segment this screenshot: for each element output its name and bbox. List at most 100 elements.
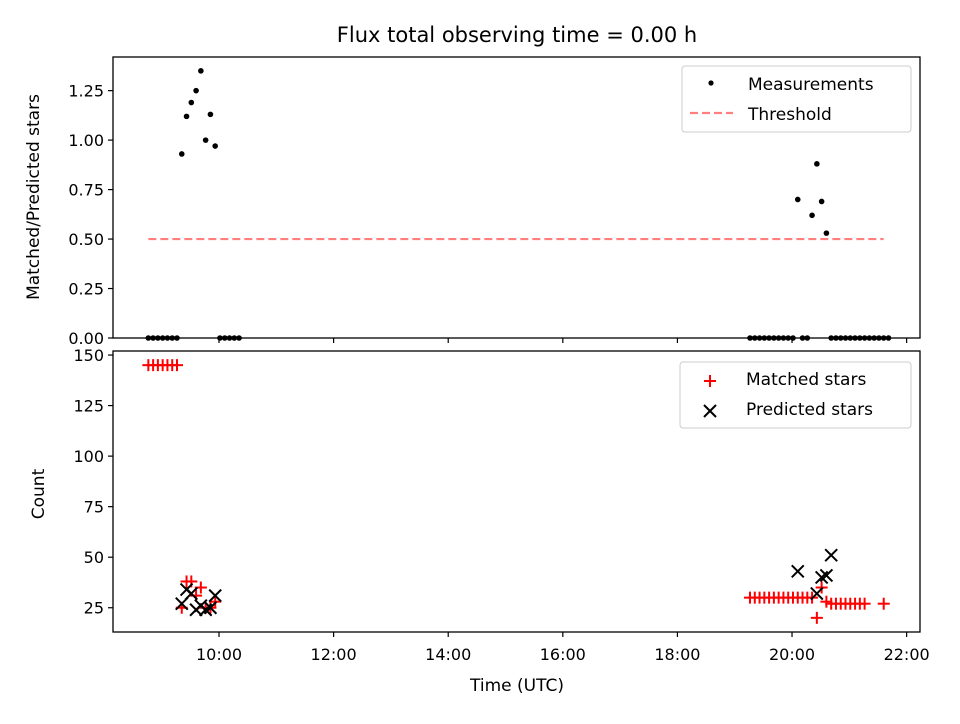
measurement-point [231, 335, 238, 341]
top-legend-box [681, 65, 912, 133]
measurement-point [761, 335, 768, 341]
measurement-point [809, 212, 815, 219]
measurement-point [847, 335, 854, 341]
bottom-y-axis-label: Count [29, 468, 49, 519]
measurement-point [790, 335, 796, 341]
measurement-point [183, 113, 190, 120]
measurement-point [236, 335, 242, 341]
measurement-point [814, 161, 820, 167]
measurement-point [198, 68, 204, 74]
measurement-point [751, 335, 758, 341]
matched-star-point [858, 597, 871, 610]
bottom-ytick-label: 100 [73, 447, 104, 466]
measurement-point [880, 335, 887, 341]
measurement-point [145, 335, 152, 341]
legend-matched-label: Matched stars [746, 370, 866, 390]
measurement-point [178, 151, 185, 157]
legend-predicted-label: Predicted stars [746, 400, 873, 420]
measurement-point [823, 230, 830, 236]
top-ytick-label: 1.25 [68, 82, 104, 101]
top-ytick-label: 0.50 [68, 230, 104, 249]
measurement-point [866, 335, 873, 341]
predicted-star-point [810, 586, 824, 601]
bottom-ytick-label: 50 [84, 548, 104, 567]
measurement-point [794, 196, 801, 203]
measurement-point [169, 335, 176, 341]
measurement-point [747, 335, 753, 341]
matched-star-point [170, 359, 183, 372]
measurement-point [766, 335, 772, 341]
measurement-point [785, 335, 792, 341]
measurement-point [217, 335, 223, 341]
measurement-point [159, 335, 166, 341]
measurement-point [857, 335, 863, 341]
bottom-plot-area [112, 350, 921, 633]
legend-measurements-label: Measurements [748, 75, 874, 95]
measurement-point [833, 335, 839, 341]
predicted-star-point [184, 586, 199, 601]
top-y-ticks: 0.00 0.25 0.50 0.75 1.00 1.25 [68, 82, 113, 348]
predicted-star-point [208, 588, 222, 603]
measurement-point [837, 335, 844, 341]
measurement-point [193, 87, 199, 94]
measurement-point [876, 335, 882, 341]
measurement-point [885, 335, 892, 341]
top-y-axis-label: Matched/Predicted stars [24, 94, 44, 300]
chart-title: Flux total observing time = 0.00 h [337, 23, 697, 47]
predicted-star-point [203, 601, 218, 615]
legend-predicted-marker [703, 404, 717, 418]
measurement-point [871, 335, 877, 341]
bottom-ytick-label: 125 [73, 397, 104, 416]
measurement-point [771, 335, 777, 341]
bottom-x-ticks: 10:00 12:00 14:00 16:00 18:00 20:00 22:00 [196, 632, 930, 664]
top-marks [145, 68, 892, 341]
measurement-point [818, 198, 825, 205]
matched-star-point [877, 597, 890, 610]
legend-matched-marker [704, 375, 716, 387]
predicted-star-point [791, 564, 805, 579]
measurement-point [842, 335, 849, 341]
measurement-point [799, 335, 806, 341]
predicted-star-point [824, 548, 838, 562]
measurement-point [212, 143, 218, 149]
matched-star-point [810, 611, 823, 624]
bottom-x-axis-label: Time (UTC) [469, 676, 564, 696]
bottom-ytick-label: 150 [73, 346, 104, 365]
measurement-point [861, 335, 868, 341]
measurement-point [756, 335, 763, 341]
measurement-point [221, 335, 228, 341]
measurement-point [226, 335, 233, 341]
measurement-point [207, 111, 214, 118]
bottom-legend-box [679, 361, 912, 429]
measurement-point [202, 137, 209, 143]
legend-measurements-marker [708, 80, 714, 86]
top-ytick-label: 0.25 [68, 280, 104, 299]
top-x-ticks [218, 338, 908, 343]
bottom-y-ticks: 25 50 75 100 125 150 [73, 346, 113, 618]
bottom-xtick-label: 22:00 [884, 645, 930, 664]
bottom-marks [142, 359, 890, 624]
legend-threshold-label: Threshold [747, 105, 832, 125]
bottom-xtick-label: 10:00 [196, 645, 242, 664]
top-plot-area [112, 56, 921, 339]
top-ytick-label: 0.75 [68, 181, 104, 200]
measurement-point [150, 335, 156, 341]
bottom-xtick-label: 18:00 [654, 645, 700, 664]
bottom-xtick-label: 14:00 [425, 645, 471, 664]
bottom-ytick-label: 25 [84, 599, 104, 618]
measurement-point [780, 335, 787, 341]
measurement-point [188, 99, 195, 106]
bottom-xtick-label: 16:00 [540, 645, 586, 664]
predicted-star-point [819, 568, 834, 583]
top-ytick-label: 1.00 [68, 131, 104, 150]
measurement-point [828, 335, 834, 341]
measurement-point [804, 335, 811, 341]
measurement-point [852, 335, 858, 341]
measurement-point [155, 335, 161, 341]
top-ytick-label: 0.00 [68, 329, 104, 348]
measurement-point [174, 335, 180, 341]
top-legend: Measurements Threshold [681, 65, 912, 133]
top-panel: Matched/Predicted stars 0.00 0.25 0.50 0.75… [24, 56, 921, 348]
bottom-ytick-label: 75 [84, 498, 104, 517]
